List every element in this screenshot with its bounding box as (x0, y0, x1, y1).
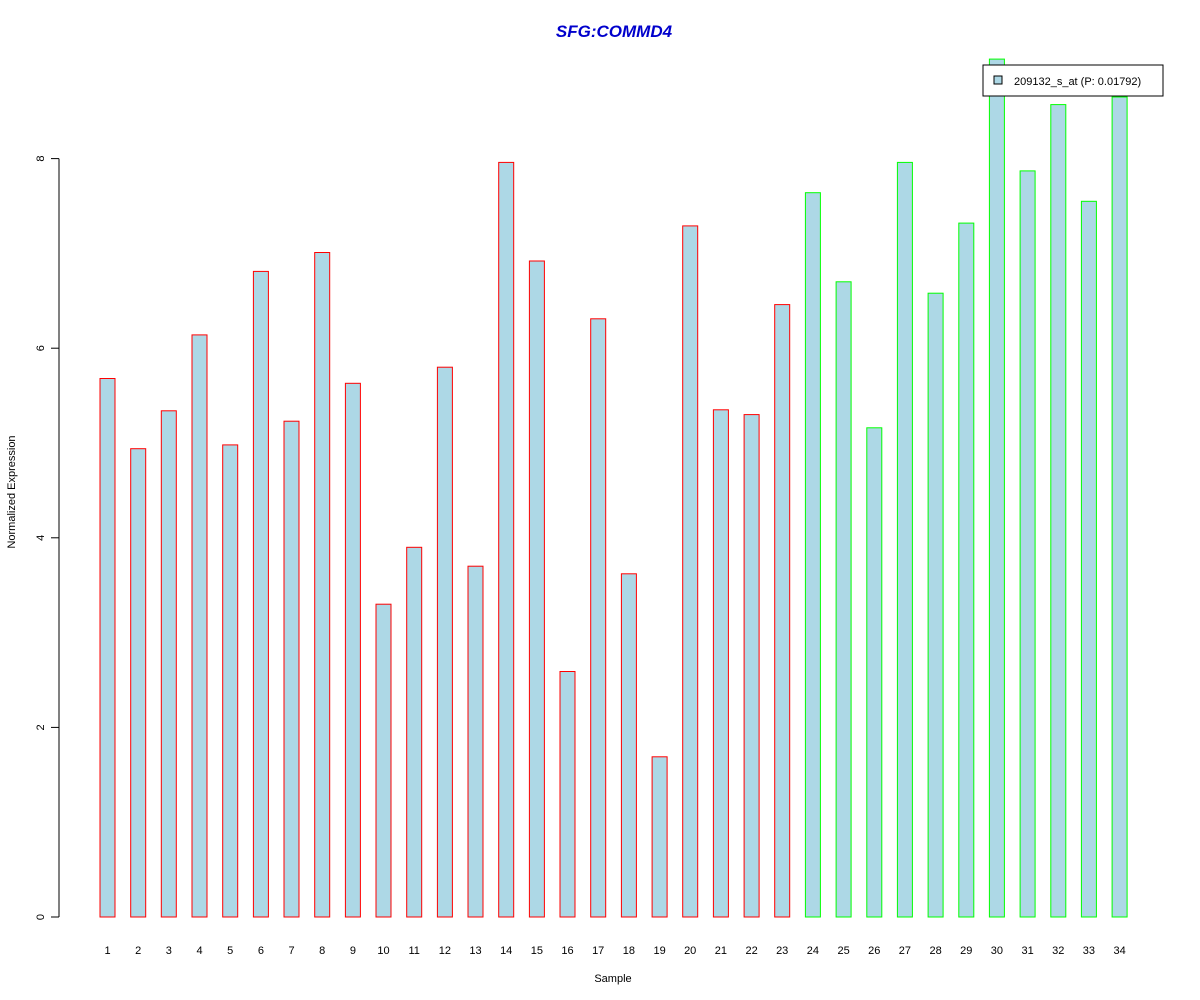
bar (590, 318, 607, 918)
x-tick-label: 12 (439, 945, 451, 957)
bar (436, 366, 453, 918)
bar (927, 292, 944, 918)
x-tick-label: 24 (807, 945, 819, 957)
x-tick-label: 14 (500, 945, 512, 957)
x-tick-label: 22 (745, 945, 757, 957)
bar (528, 260, 545, 918)
bar (406, 546, 423, 918)
bar (743, 414, 760, 918)
bar (283, 420, 300, 918)
bar (682, 225, 699, 918)
x-tick-label: 2 (135, 945, 141, 957)
x-tick-label: 31 (1021, 945, 1033, 957)
x-tick-label: 1 (104, 945, 110, 957)
bar (559, 671, 576, 918)
legend-label: 209132_s_at (P: 0.01792) (1014, 76, 1141, 88)
bar (804, 192, 821, 918)
x-tick-label: 13 (469, 945, 481, 957)
x-tick-label: 3 (166, 945, 172, 957)
bar (1050, 104, 1067, 918)
chart-title: SFG:COMMD4 (556, 22, 673, 41)
bar (191, 334, 208, 918)
x-tick-label: 23 (776, 945, 788, 957)
x-tick-label: 34 (1113, 945, 1125, 957)
x-tick-label: 8 (319, 945, 325, 957)
x-tick-label: 5 (227, 945, 233, 957)
x-tick-label: 17 (592, 945, 604, 957)
x-tick-label: 30 (991, 945, 1003, 957)
x-tick-label: 25 (837, 945, 849, 957)
x-tick-label: 11 (408, 945, 419, 957)
bar (896, 161, 913, 918)
x-tick-label: 7 (288, 945, 294, 957)
x-tick-label: 15 (531, 945, 543, 957)
x-tick-label: 33 (1083, 945, 1095, 957)
x-tick-label: 32 (1052, 945, 1064, 957)
bar (130, 448, 147, 918)
x-tick-label: 4 (196, 945, 202, 957)
x-tick-label: 19 (653, 945, 665, 957)
bar (958, 222, 975, 918)
x-tick-label: 28 (929, 945, 941, 957)
bar (866, 427, 883, 918)
legend-swatch (993, 75, 1003, 85)
x-tick-label: 18 (623, 945, 635, 957)
y-axis-label: Normalized Expression (6, 435, 18, 548)
x-axis-label: Sample (594, 973, 631, 985)
y-tick-label: 6 (35, 345, 47, 351)
y-tick-label: 8 (35, 156, 47, 162)
bar (988, 58, 1005, 918)
bar (1019, 170, 1036, 918)
bar (160, 410, 177, 918)
bar (375, 603, 392, 918)
bar (620, 573, 637, 918)
bar (1111, 96, 1128, 918)
x-tick-label: 16 (561, 945, 573, 957)
x-tick-label: 9 (350, 945, 356, 957)
x-tick-label: 20 (684, 945, 696, 957)
bar (1080, 200, 1097, 918)
legend-box (982, 64, 1164, 97)
y-tick-label: 2 (35, 724, 47, 730)
bar (712, 409, 729, 918)
legend: 209132_s_at (P: 0.01792) (982, 64, 1164, 97)
bar (99, 378, 116, 918)
bar (222, 444, 239, 918)
x-tick-label: 10 (377, 945, 389, 957)
bar (651, 756, 668, 918)
y-tick-label: 4 (35, 535, 47, 541)
x-tick-label: 6 (258, 945, 264, 957)
bar (835, 281, 852, 918)
x-tick-label: 21 (715, 945, 727, 957)
y-tick-label: 0 (35, 914, 47, 920)
x-tick-label: 29 (960, 945, 972, 957)
bar (467, 565, 484, 918)
bars (99, 58, 1128, 918)
bar (252, 270, 269, 918)
x-tick-label: 26 (868, 945, 880, 957)
y-axis: 0 2 4 6 8 (35, 156, 60, 920)
bar (314, 252, 331, 918)
x-tick-labels: 1 2 3 4 5 6 7 8 9 10 11 12 13 14 15 16 17 18 19 20 21 22 23 24 2… (104, 945, 1125, 957)
bar (498, 161, 515, 918)
bar (344, 382, 361, 918)
x-tick-label: 27 (899, 945, 911, 957)
bar (774, 304, 791, 918)
